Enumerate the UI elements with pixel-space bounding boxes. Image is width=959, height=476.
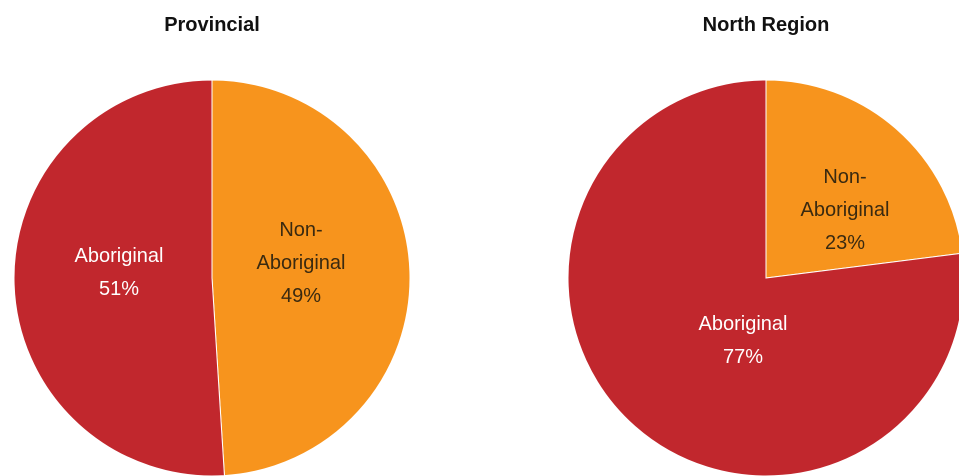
north-region-non-aboriginal-label-0: Non- [823, 166, 866, 188]
north-region-aboriginal-label-0: Aboriginal [699, 313, 788, 335]
provincial-aboriginal-label-0: Aboriginal [75, 245, 164, 267]
provincial-non-aboriginal-label-1: Aboriginal [257, 252, 346, 274]
north-region-non-aboriginal-percent: 23% [825, 232, 865, 254]
provincial-aboriginal-percent: 51% [99, 278, 139, 300]
north-region-slice-non-aboriginal [765, 79, 959, 279]
provincial-chart-title: Provincial [164, 14, 260, 36]
north-region-non-aboriginal-label-1: Aboriginal [801, 199, 890, 221]
provincial-slice-aboriginal [13, 79, 225, 476]
provincial-slice-non-aboriginal [211, 79, 411, 476]
north-region-chart-title: North Region [702, 14, 830, 36]
provincial-non-aboriginal-label-0: Non- [279, 219, 322, 241]
provincial-non-aboriginal-percent: 49% [281, 285, 321, 307]
north-region-slice-aboriginal [567, 79, 959, 476]
north-region-aboriginal-percent: 77% [723, 346, 763, 368]
